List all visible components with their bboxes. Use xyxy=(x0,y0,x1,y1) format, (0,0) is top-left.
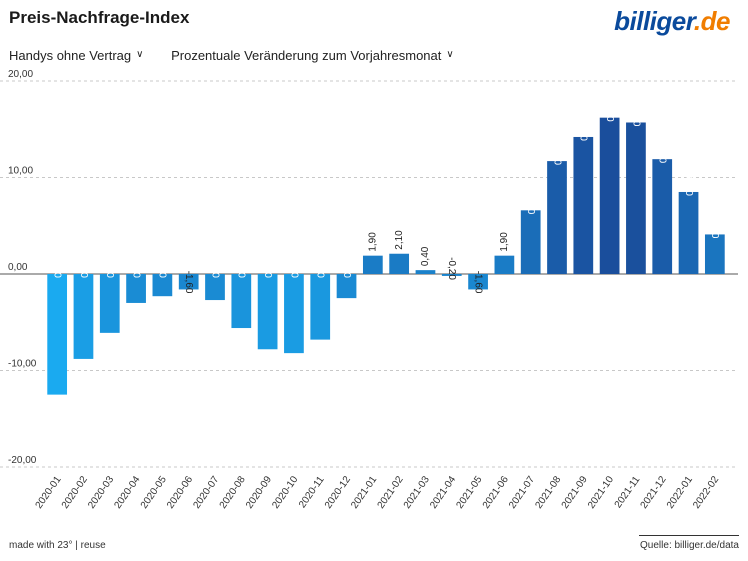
chart-controls: Handys ohne Vertrag ∨ Prozentuale Veränd… xyxy=(9,48,478,63)
bar[interactable] xyxy=(257,274,278,350)
chart-title: Preis-Nachfrage-Index xyxy=(9,8,190,27)
bar[interactable] xyxy=(573,136,594,274)
bar[interactable] xyxy=(652,159,673,274)
data-label: 0,40 xyxy=(420,246,431,266)
data-label: 1,90 xyxy=(499,232,510,252)
metric-dropdown-label: Prozentuale Veränderung zum Vorjahresmon… xyxy=(171,48,442,63)
bar[interactable] xyxy=(494,255,515,274)
y-tick-label: 0,00 xyxy=(8,262,28,273)
bar[interactable] xyxy=(231,274,252,329)
bar[interactable] xyxy=(73,274,94,359)
data-label: -0,20 xyxy=(446,257,457,280)
data-label: -5,60 xyxy=(236,255,247,278)
bar[interactable] xyxy=(547,161,567,274)
data-label: 1,90 xyxy=(367,232,378,252)
data-label: 6,60 xyxy=(525,195,536,215)
bar[interactable] xyxy=(599,117,620,274)
metric-dropdown[interactable]: Prozentuale Veränderung zum Vorjahresmon… xyxy=(171,48,454,63)
data-label: -8,20 xyxy=(288,255,299,278)
data-label: -2,50 xyxy=(341,255,352,278)
data-label: -3,00 xyxy=(130,255,141,278)
bar[interactable] xyxy=(205,274,225,301)
data-label: 15,70 xyxy=(630,101,641,126)
data-label: -8,80 xyxy=(78,255,89,278)
data-label: 6,80 xyxy=(315,259,326,279)
logo-text-main: billiger xyxy=(614,6,694,36)
made-with-credit[interactable]: made with 23° | reuse xyxy=(9,540,106,551)
bar[interactable] xyxy=(336,274,357,299)
data-label: -6,10 xyxy=(104,255,115,278)
bar[interactable] xyxy=(126,274,146,303)
bar[interactable] xyxy=(362,255,383,274)
bar[interactable] xyxy=(389,253,410,274)
source-note: Quelle: billiger.de/data xyxy=(640,540,739,551)
data-label: 2,10 xyxy=(394,230,405,250)
data-label: 16,20 xyxy=(604,97,615,122)
bar[interactable] xyxy=(441,274,462,276)
footer-divider xyxy=(639,535,739,536)
data-label: -2,70 xyxy=(209,255,220,278)
x-tick-label: 2022-02 xyxy=(691,474,721,511)
chevron-down-icon: ∨ xyxy=(446,49,454,60)
data-label: -12,50 xyxy=(52,250,63,279)
data-label: 8,50 xyxy=(683,177,694,197)
bar[interactable] xyxy=(468,274,488,290)
bar[interactable] xyxy=(310,274,331,340)
bar[interactable] xyxy=(47,274,68,395)
y-tick-label: 20,00 xyxy=(8,69,33,80)
bar[interactable] xyxy=(152,274,173,297)
logo-text-domain: .de xyxy=(693,6,731,36)
y-tick-label: -20,00 xyxy=(8,455,37,466)
chevron-down-icon: ∨ xyxy=(136,49,144,60)
data-label: -1,60 xyxy=(472,271,483,294)
bar[interactable] xyxy=(626,122,646,275)
bar[interactable] xyxy=(99,274,120,333)
data-label: 11,90 xyxy=(657,139,668,164)
x-tick-label: 2020-10 xyxy=(270,474,300,511)
y-tick-label: -10,00 xyxy=(8,359,37,370)
data-label: -1,60 xyxy=(183,271,194,294)
data-label: -2,30 xyxy=(157,255,168,278)
bar[interactable] xyxy=(520,210,541,274)
bar[interactable] xyxy=(415,270,436,274)
billiger-logo[interactable]: billiger.de xyxy=(614,6,730,37)
bar[interactable] xyxy=(284,274,304,354)
data-label: 11,70 xyxy=(551,141,562,166)
data-label: -7,80 xyxy=(262,255,273,278)
category-dropdown[interactable]: Handys ohne Vertrag ∨ xyxy=(9,48,143,63)
data-label: 4,10 xyxy=(709,219,720,239)
category-dropdown-label: Handys ohne Vertrag xyxy=(9,48,132,63)
bar[interactable] xyxy=(178,274,199,290)
bar[interactable] xyxy=(704,234,725,274)
x-tick-label: 2021-10 xyxy=(586,474,616,511)
data-label: 14,20 xyxy=(578,116,589,141)
y-tick-label: 10,00 xyxy=(8,166,33,177)
bar[interactable] xyxy=(678,191,699,274)
